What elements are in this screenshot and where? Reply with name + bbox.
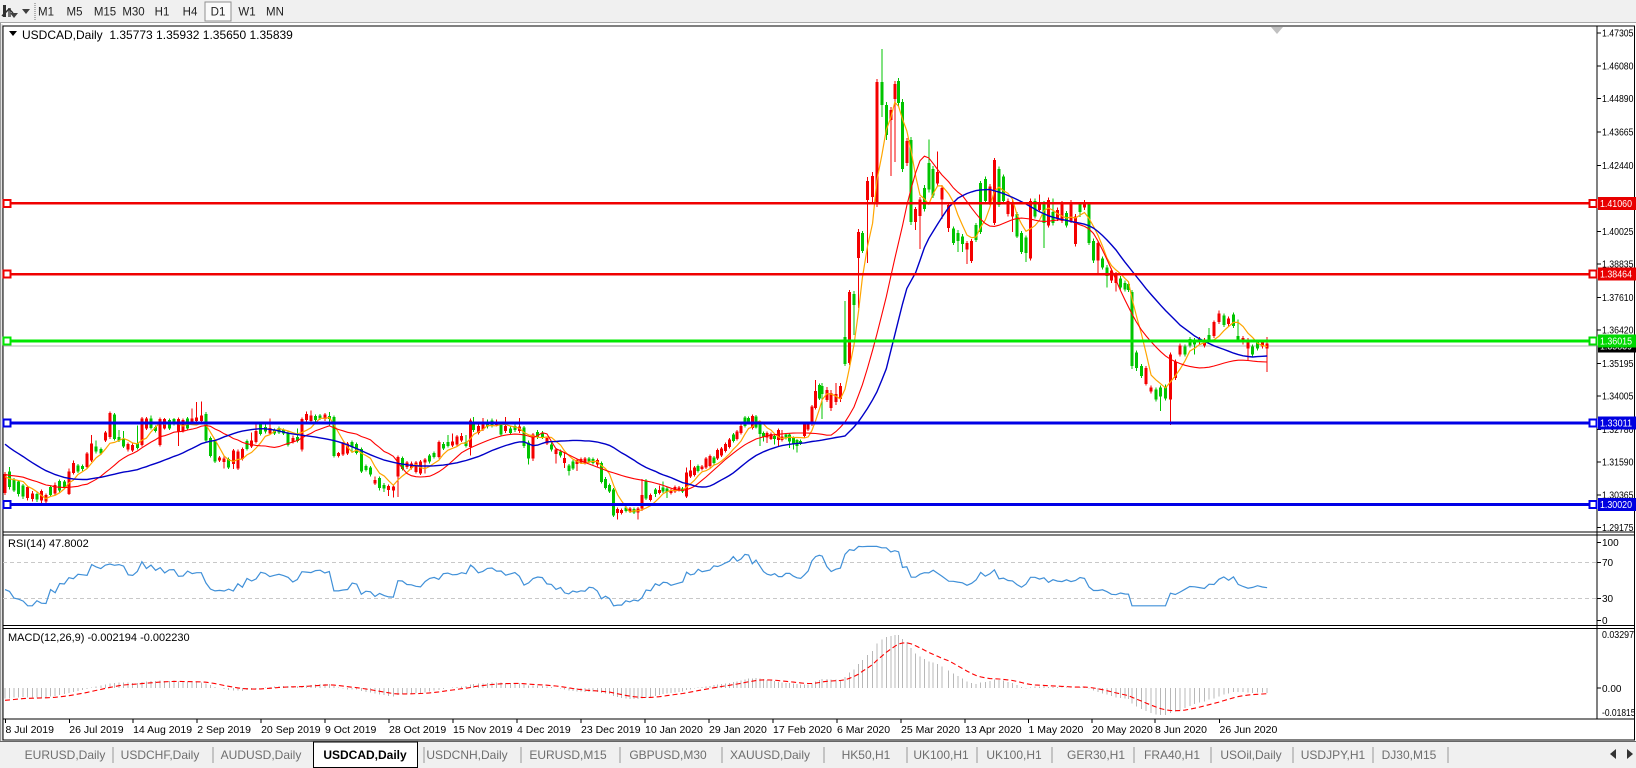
svg-text:23 Dec 2019: 23 Dec 2019 (581, 724, 641, 736)
svg-text:1.40025: 1.40025 (1602, 227, 1634, 238)
svg-text:1.35195: 1.35195 (1602, 359, 1634, 370)
svg-text:M30: M30 (122, 7, 144, 19)
svg-text:GER30,H1: GER30,H1 (1067, 748, 1125, 762)
svg-text:2 Sep 2019: 2 Sep 2019 (197, 724, 251, 736)
svg-text:HK50,H1: HK50,H1 (842, 748, 891, 762)
svg-text:4 Dec 2019: 4 Dec 2019 (517, 724, 571, 736)
svg-text:USDJPY,H1: USDJPY,H1 (1301, 748, 1366, 762)
svg-text:AUDUSD,Daily: AUDUSD,Daily (221, 748, 302, 762)
svg-text:8 Jul 2019: 8 Jul 2019 (6, 724, 55, 736)
svg-text:13 Apr 2020: 13 Apr 2020 (965, 724, 1022, 736)
svg-text:14 Aug 2019: 14 Aug 2019 (133, 724, 192, 736)
svg-text:1.30365: 1.30365 (1602, 491, 1634, 502)
svg-text:MN: MN (266, 7, 284, 19)
svg-text:26 Jun 2020: 26 Jun 2020 (1220, 724, 1278, 736)
svg-text:28 Oct 2019: 28 Oct 2019 (389, 724, 446, 736)
svg-text:EURUSD,M15: EURUSD,M15 (529, 748, 607, 762)
svg-text:EURUSD,Daily: EURUSD,Daily (25, 748, 106, 762)
svg-text:1.43665: 1.43665 (1602, 128, 1634, 139)
svg-text:70: 70 (1602, 558, 1614, 569)
svg-text:9 Oct 2019: 9 Oct 2019 (325, 724, 377, 736)
svg-text:10 Jan 2020: 10 Jan 2020 (645, 724, 703, 736)
svg-text:20 May 2020: 20 May 2020 (1092, 724, 1153, 736)
svg-text:1.38464: 1.38464 (1600, 270, 1632, 281)
svg-text:H4: H4 (183, 7, 198, 19)
svg-text:M5: M5 (67, 7, 83, 19)
svg-text:1.44890: 1.44890 (1602, 94, 1634, 105)
svg-text:0: 0 (1602, 616, 1608, 627)
svg-text:25 Mar 2020: 25 Mar 2020 (901, 724, 960, 736)
svg-text:USDCHF,Daily: USDCHF,Daily (121, 748, 200, 762)
svg-text:1.42440: 1.42440 (1602, 161, 1634, 172)
svg-text:30: 30 (1602, 594, 1614, 605)
svg-text:1.32780: 1.32780 (1602, 425, 1634, 436)
svg-text:1.36420: 1.36420 (1602, 325, 1634, 336)
svg-text:1.38835: 1.38835 (1602, 260, 1634, 271)
svg-text:1.29175: 1.29175 (1602, 523, 1634, 534)
svg-text:M15: M15 (94, 7, 116, 19)
svg-text:M1: M1 (38, 7, 54, 19)
svg-text:USDCAD,Daily 1.35773 1.35932: USDCAD,Daily 1.35773 1.35932 1.35650 1.3… (22, 28, 293, 42)
svg-text:17 Feb 2020: 17 Feb 2020 (773, 724, 832, 736)
svg-text:1.31590: 1.31590 (1602, 457, 1634, 468)
svg-text:UK100,H1: UK100,H1 (986, 748, 1042, 762)
svg-text:-0.01815: -0.01815 (1602, 708, 1636, 719)
svg-text:1.41060: 1.41060 (1600, 199, 1632, 210)
svg-text:USDCAD,Daily: USDCAD,Daily (323, 748, 407, 762)
svg-text:UK100,H1: UK100,H1 (913, 748, 969, 762)
svg-text:XAUUSD,Daily: XAUUSD,Daily (730, 748, 810, 762)
svg-text:USOil,Daily: USOil,Daily (1220, 748, 1281, 762)
svg-text:100: 100 (1602, 538, 1619, 549)
svg-text:26 Jul 2019: 26 Jul 2019 (69, 724, 123, 736)
svg-text:MACD(12,26,9) -0.002194 -0.002: MACD(12,26,9) -0.002194 -0.002230 (8, 632, 190, 644)
svg-text:W1: W1 (238, 7, 255, 19)
svg-text:6 Mar 2020: 6 Mar 2020 (837, 724, 890, 736)
svg-text:DJ30,M15: DJ30,M15 (1382, 748, 1437, 762)
svg-text:15 Nov 2019: 15 Nov 2019 (453, 724, 513, 736)
svg-text:29 Jan 2020: 29 Jan 2020 (709, 724, 767, 736)
svg-text:1.33011: 1.33011 (1600, 419, 1632, 430)
svg-text:1.34005: 1.34005 (1602, 391, 1634, 402)
svg-text:D1: D1 (211, 7, 226, 19)
svg-text:USDCNH,Daily: USDCNH,Daily (426, 748, 507, 762)
svg-text:RSI(14) 47.8002: RSI(14) 47.8002 (8, 538, 89, 550)
svg-text:1.47305: 1.47305 (1602, 28, 1634, 39)
svg-text:1 May 2020: 1 May 2020 (1029, 724, 1084, 736)
svg-text:FRA40,H1: FRA40,H1 (1144, 748, 1200, 762)
svg-text:1.36015: 1.36015 (1600, 337, 1632, 348)
svg-text:1.37610: 1.37610 (1602, 293, 1634, 304)
svg-text:20 Sep 2019: 20 Sep 2019 (261, 724, 321, 736)
svg-text:0.00: 0.00 (1602, 684, 1622, 695)
svg-text:GBPUSD,M30: GBPUSD,M30 (629, 748, 707, 762)
svg-text:8 Jun 2020: 8 Jun 2020 (1155, 724, 1207, 736)
svg-text:1.46080: 1.46080 (1602, 62, 1634, 73)
svg-text:H1: H1 (155, 7, 170, 19)
svg-text:1.30020: 1.30020 (1600, 500, 1632, 511)
svg-text:0.03297: 0.03297 (1602, 630, 1634, 641)
